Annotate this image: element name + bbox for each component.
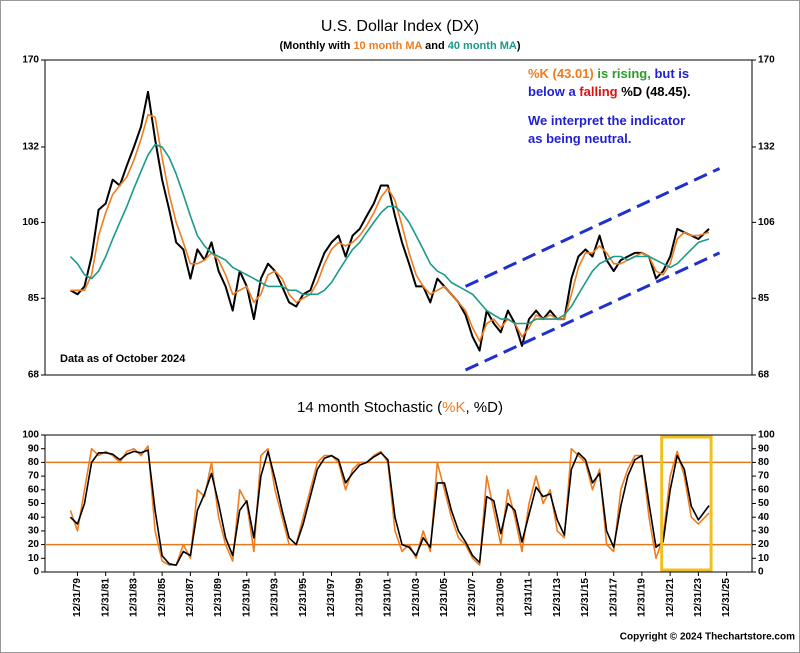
title-part: and [422,40,448,52]
x-tick-label: 12/31/15 [580,578,591,617]
y2-tick-label: 70 [758,471,770,482]
series-name: %D [474,399,498,416]
title-part: ) [498,399,503,416]
annotation-part: but is [651,66,689,81]
series-name: 10 month MA [353,40,422,52]
top-plot-frame [44,59,753,376]
y-tick-label: 10 [28,553,40,564]
series-line [69,143,710,325]
y-tick-label: 100 [22,430,39,441]
y-tick-label: 170 [22,55,39,66]
x-tick-label: 12/31/13 [552,578,563,617]
title-part: ) [517,40,521,52]
y2-tick-label: 10 [758,553,770,564]
y2-tick-label: 132 [758,142,775,153]
x-tick-label: 12/31/97 [326,578,337,617]
y2-tick-label: 60 [758,484,770,495]
y-tick-label: 30 [28,526,40,537]
x-tick-label: 12/31/99 [354,578,365,617]
y-tick-label: 40 [28,512,40,523]
x-tick-label: 12/31/07 [467,578,478,617]
y-tick-label: 50 [28,498,40,509]
chart-title: U.S. Dollar Index (DX) [321,18,479,35]
x-tick-label: 12/31/09 [495,578,506,617]
annotation-part: %D (48.45). [618,84,691,99]
x-tick-label: 12/31/91 [241,578,252,617]
y2-tick-label: 90 [758,443,770,454]
y-tick-label: 80 [28,457,40,468]
x-tick-label: 12/31/79 [72,578,83,617]
x-tick-label: 12/31/93 [270,578,281,617]
x-tick-label: 12/31/87 [185,578,196,617]
y-tick-label: 0 [33,567,39,578]
x-tick-label: 12/31/83 [129,578,140,617]
highlight-box [660,435,713,572]
annotation-part: as being neutral. [528,131,631,146]
x-tick-label: 12/31/85 [157,578,168,617]
channel-line [464,167,721,288]
y2-tick-label: 0 [758,567,764,578]
x-tick-label: 12/31/11 [524,578,535,617]
note: Data as of October 2024 [60,353,186,365]
series-name: %K [442,399,465,416]
x-tick-label: 12/31/03 [411,578,422,617]
title-part: , [465,399,473,416]
y2-tick-label: 106 [758,217,775,228]
y2-tick-label: 85 [758,293,770,304]
x-tick-label: 12/31/89 [213,578,224,617]
x-tick-label: 12/31/81 [100,578,111,617]
x-tick-label: 12/31/23 [693,578,704,617]
y-tick-label: 20 [28,539,40,550]
y2-tick-label: 50 [758,498,770,509]
x-tick-label: 12/31/25 [721,578,732,617]
annotation-part: is rising, [594,66,651,81]
annotation: We interpret the indicator [528,113,685,128]
x-tick-label: 12/31/05 [439,578,450,617]
y2-tick-label: 30 [758,526,770,537]
series-line [69,449,710,566]
annotation-part: We interpret the indicator [528,113,685,128]
title-part: 14 month Stochastic ( [297,399,442,416]
title-part: (Monthly with [280,40,354,52]
y2-tick-label: 40 [758,512,770,523]
annotation: as being neutral. [528,131,631,146]
x-tick-label: 12/31/19 [637,578,648,617]
y-tick-label: 85 [28,293,40,304]
x-tick-label: 12/31/95 [298,578,309,617]
chart-subtitle: (Monthly with 10 month MA and 40 month M… [280,40,521,52]
y-tick-label: 90 [28,443,40,454]
y2-tick-label: 20 [758,539,770,550]
panel-title: 14 month Stochastic (%K, %D) [297,399,503,416]
y-tick-label: 106 [22,217,39,228]
annotation: %K (43.01) is rising, but is [528,66,689,81]
series-name: 40 month MA [448,40,517,52]
x-tick-label: 12/31/17 [608,578,619,617]
annotation-part: falling [579,84,617,99]
series-line [70,113,710,343]
annotation-part: %K (43.01) [528,66,594,81]
y2-tick-label: 170 [758,55,775,66]
x-tick-label: 12/31/01 [383,578,394,617]
x-tick-label: 12/31/21 [665,578,676,617]
series-line [69,90,710,352]
copyright: Copyright © 2024 Thechartstore.com [620,632,795,643]
y2-tick-label: 80 [758,457,770,468]
y-tick-label: 132 [22,142,39,153]
y2-tick-label: 68 [758,370,770,381]
y2-tick-label: 100 [758,430,775,441]
annotation-part: below a [528,84,579,99]
annotation: below a falling %D (48.45). [528,84,691,99]
y-tick-label: 68 [28,370,40,381]
y-tick-label: 60 [28,484,40,495]
y-tick-label: 70 [28,471,40,482]
channel-line [464,251,721,372]
